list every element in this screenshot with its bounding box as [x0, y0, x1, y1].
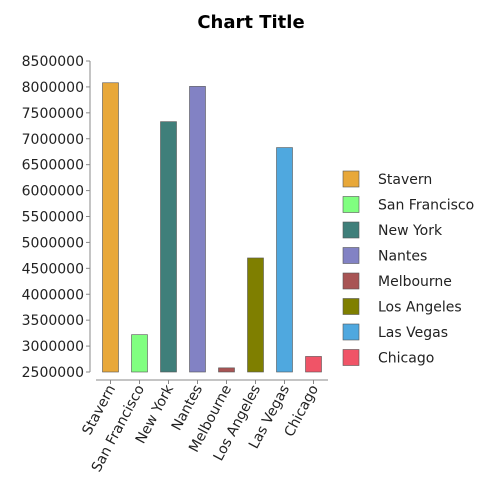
legend-label: Stavern — [378, 172, 432, 188]
bar-las-vegas — [276, 147, 293, 373]
legend-label: Los Angeles — [378, 300, 462, 316]
y-tick-label: 6500000 — [22, 158, 84, 174]
bar-nantes — [189, 86, 206, 373]
y-tick-label: 3000000 — [22, 339, 84, 355]
legend-swatch — [342, 247, 360, 264]
legend-label: San Francisco — [378, 198, 474, 214]
y-tick-label: 4000000 — [22, 287, 84, 303]
legend-label: Chicago — [378, 351, 434, 367]
legend-swatch — [342, 349, 360, 366]
y-tick-label: 2500000 — [22, 365, 84, 381]
y-tick-label: 8000000 — [22, 80, 84, 96]
bar-new-york — [160, 121, 177, 373]
bars — [102, 82, 322, 373]
bar-chicago — [305, 356, 322, 373]
y-tick-label: 4500000 — [22, 261, 84, 277]
y-tick-label: 5000000 — [22, 235, 84, 251]
legend-swatch — [342, 298, 360, 315]
y-tick-label: 7000000 — [22, 132, 84, 148]
legend: Stavern San Francisco New York Nantes Melbou… — [342, 170, 474, 367]
legend-label: Melbourne — [378, 274, 452, 290]
legend-swatch — [342, 196, 360, 213]
bar-stavern — [102, 82, 119, 373]
bar-melbourne — [218, 367, 235, 373]
legend-swatch — [342, 323, 360, 341]
legend-label: New York — [378, 223, 443, 239]
y-tick-label: 7500000 — [22, 106, 84, 122]
bar-los-angeles — [247, 257, 264, 373]
legend-swatch — [342, 272, 360, 290]
legend-swatch — [342, 221, 360, 239]
legend-label: Nantes — [378, 249, 427, 265]
y-tick-label: 3500000 — [22, 313, 84, 329]
bar-san-francisco — [131, 334, 148, 373]
y-tick-label: 5500000 — [22, 210, 84, 226]
legend-label: Las Vegas — [378, 325, 448, 341]
y-tick-label: 6000000 — [22, 184, 84, 200]
y-axis: 8500000 8000000 7500000 7000000 6500000 60000… — [22, 54, 91, 381]
y-tick-label: 8500000 — [22, 54, 84, 70]
legend-swatch — [342, 170, 360, 188]
chart-title: Chart Title — [197, 12, 304, 33]
